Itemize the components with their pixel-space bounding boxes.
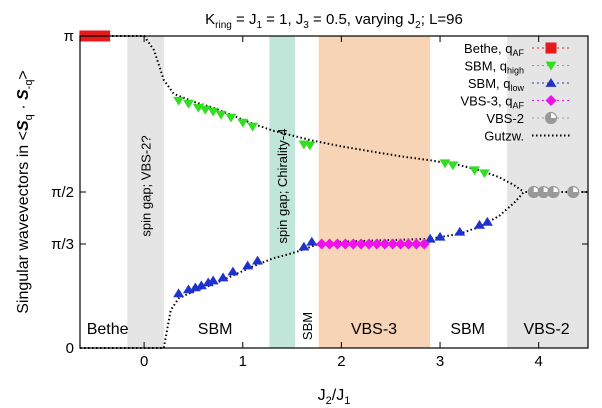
series-3-point-5 [355,238,367,250]
region-label-0: spin gap; VBS-2? [139,135,154,236]
phase-label-0: Bethe [87,321,129,338]
series-3-point-4 [347,238,359,250]
series-1-point-3 [199,105,211,115]
legend-marker-2 [545,78,557,87]
y-tick-label-3: π [64,28,74,45]
series-3-point-3 [339,238,351,250]
region-labels: spin gap; VBS-2? spin gap; Chirality-4 [139,129,291,244]
series-2-point-11 [306,236,318,246]
series-3-point-8 [379,238,391,250]
series-3-point-10 [395,238,407,250]
phase-label-2: SBM [300,312,315,340]
legend-marker-4 [544,111,558,125]
series-2-point-7 [227,266,239,276]
series-1-point-1 [183,99,195,109]
series-3-point-2 [331,238,343,250]
phase-labels: Bethe SBM SBM VBS-3 SBM VBS-2 [87,312,570,340]
series-1-point-13 [469,166,481,176]
series-1-point-12 [447,161,459,171]
series-2-point-3 [195,280,207,290]
x-tick-label-2: 2 [337,353,345,370]
series-2-point-9 [252,255,264,265]
chart-title: Kring = J1 = 1, J3 = 0.5, varying J2; L=… [205,11,463,31]
legend-label-1: SBM, qhigh [464,59,524,76]
legend-marker-0 [545,42,557,54]
legend-marker-3 [545,95,557,106]
series-4-point-3 [567,185,580,199]
series-1-point-0 [173,96,185,106]
series-3-point-6 [363,238,375,250]
series-3-point-9 [387,238,399,250]
series-1-point-6 [225,113,237,123]
x-tick-label-0: 0 [140,353,148,370]
series-2-point-5 [207,275,219,285]
region-band-2 [318,36,431,348]
legend-label-4: VBS-2 [486,111,524,126]
phase-label-3: VBS-3 [351,321,397,338]
series-3-point-12 [410,238,422,250]
legend-label-2: SBM, qlow [468,76,525,93]
series-2-point-0 [173,288,185,298]
y-axis-ticks: 0 π/3 π/2 π [51,28,588,357]
region-label-1: spin gap; Chirality-4 [275,129,290,244]
series-2-point-6 [217,272,229,282]
region-band-0 [127,36,164,348]
y-tick-label-1: π/3 [51,236,74,253]
series-3-point-11 [402,238,414,250]
series-1-point-10 [304,141,316,151]
series-3-point-7 [371,238,383,250]
series-4-point-2 [547,185,560,199]
region-band-1 [269,36,296,348]
series-3-point-0 [316,238,328,250]
x-tick-label-1: 1 [239,353,247,370]
series-1-point-7 [237,118,249,128]
series-4-point-0 [527,185,540,199]
legend-label-0: Bethe, qAF [464,41,524,58]
y-tick-label-0: 0 [66,340,74,357]
x-axis-label: J2/J1 [318,387,351,407]
series-2-point-10 [298,241,310,251]
phase-regions [127,36,588,348]
series-2-point-15 [473,219,485,229]
legend-marker-1 [545,61,557,71]
legend-label-3: VBS-3, qAF [460,94,524,111]
x-tick-label-3: 3 [436,353,444,370]
series-3-point-13 [418,238,430,250]
phase-label-5: VBS-2 [523,321,569,338]
series-1-point-14 [478,169,490,179]
series-3-point-1 [324,238,336,250]
series-4-point-1 [537,185,550,199]
series-1-point-4 [207,107,219,117]
series-2-point-12 [424,233,436,243]
series-2-point-13 [434,231,446,241]
series-2-point-8 [242,260,254,270]
phase-label-4: SBM [450,321,485,338]
x-axis-ticks: 0 1 2 3 4 [140,36,543,370]
phase-label-1: SBM [198,321,233,338]
y-axis-label: Singular wavevectors in <Sq · S-q> [15,70,35,314]
series-2-point-16 [481,216,493,226]
series-2-point-14 [454,226,466,236]
legend-label-5: Gutzw. [484,129,524,144]
x-tick-label-4: 4 [535,353,543,370]
series-1-point-5 [215,110,227,120]
series-1-point-8 [247,122,259,132]
y-tick-label-2: π/2 [51,184,74,201]
